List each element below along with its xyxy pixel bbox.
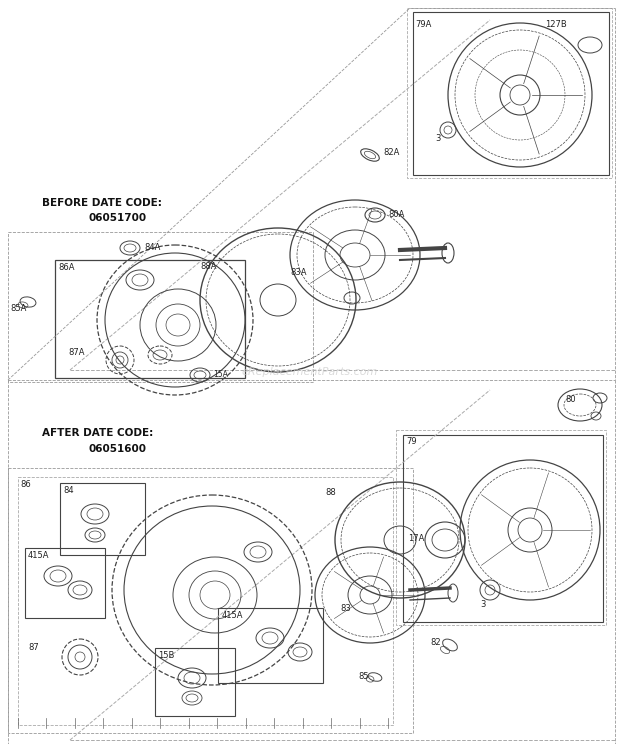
Bar [60, 483, 145, 555]
Text: 85: 85 [358, 672, 369, 681]
Text: 06051600: 06051600 [88, 444, 146, 454]
Text: 3: 3 [480, 600, 485, 609]
Bar [403, 435, 603, 622]
Text: 83A: 83A [290, 268, 306, 277]
Text: 415A: 415A [28, 551, 50, 560]
Bar [8, 468, 413, 733]
Text: 15A: 15A [213, 370, 228, 379]
Text: 84A: 84A [144, 243, 161, 252]
Text: 15B: 15B [158, 651, 174, 660]
Text: AFTER DATE CODE:: AFTER DATE CODE: [42, 428, 153, 438]
Text: 415A: 415A [222, 611, 244, 620]
Bar [155, 648, 235, 716]
Text: 84: 84 [63, 486, 74, 495]
Text: 3: 3 [435, 134, 440, 143]
Text: 83: 83 [340, 604, 351, 613]
Text: 82A: 82A [383, 148, 399, 157]
Bar [407, 8, 612, 178]
Text: 87: 87 [28, 643, 39, 652]
Bar [413, 12, 609, 175]
Text: BEFORE DATE CODE:: BEFORE DATE CODE: [42, 198, 162, 208]
Bar [396, 430, 606, 625]
Text: 88A: 88A [200, 262, 216, 271]
Text: 127B: 127B [545, 20, 567, 29]
Text: 88: 88 [325, 488, 336, 497]
Text: 80: 80 [565, 395, 575, 404]
Text: 87A: 87A [68, 348, 84, 357]
Bar [218, 608, 323, 683]
Text: 79A: 79A [415, 20, 432, 29]
Text: 06051700: 06051700 [88, 213, 146, 223]
Text: 86: 86 [20, 480, 31, 489]
Text: 79: 79 [406, 437, 417, 446]
Text: 85A: 85A [10, 304, 27, 313]
Text: eReplacementParts.com: eReplacementParts.com [242, 367, 378, 377]
Bar [18, 477, 393, 725]
Text: 80A: 80A [388, 210, 404, 219]
Bar [55, 260, 245, 378]
Bar [25, 548, 105, 618]
Text: 86A: 86A [58, 263, 74, 272]
Text: 82: 82 [430, 638, 441, 647]
Text: 17A: 17A [408, 534, 424, 543]
Bar [8, 232, 313, 382]
